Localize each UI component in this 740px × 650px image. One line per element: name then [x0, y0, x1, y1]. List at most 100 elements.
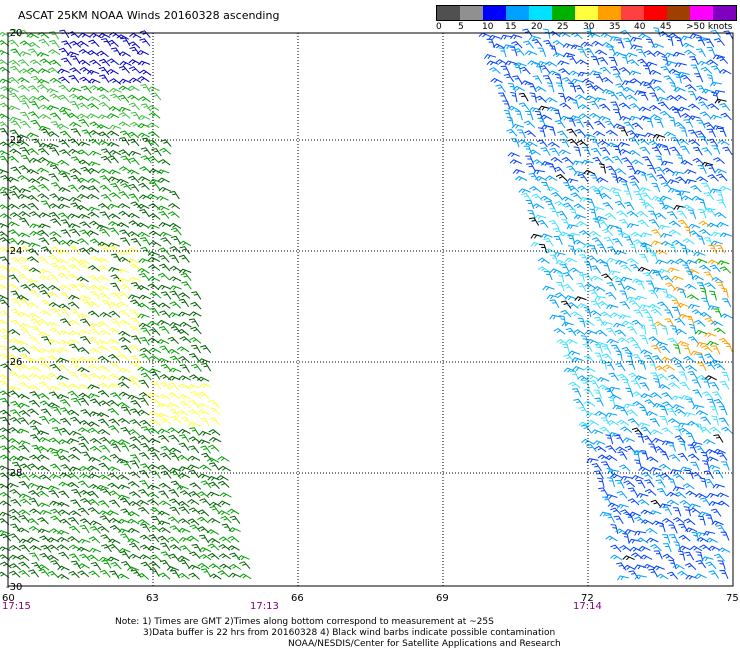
wind-barb	[37, 147, 50, 156]
wind-barb	[99, 184, 112, 192]
wind-barb	[705, 561, 717, 570]
wind-barb	[29, 230, 42, 237]
wind-barb	[699, 111, 712, 119]
wind-barb	[668, 382, 680, 389]
wind-barb	[37, 78, 50, 84]
wind-barb	[544, 61, 558, 67]
wind-barb	[167, 516, 180, 524]
wind-barb	[57, 272, 70, 280]
wind-barb	[488, 34, 501, 40]
wind-barb	[67, 339, 80, 345]
wind-barb	[691, 471, 703, 480]
wind-barb	[528, 35, 542, 41]
wind-barb	[0, 353, 12, 362]
wind-barb	[590, 174, 600, 184]
wind-barb	[158, 326, 170, 335]
wind-barb	[624, 236, 634, 246]
wind-barb	[594, 49, 608, 56]
wind-barb	[88, 275, 100, 283]
wind-barb	[566, 224, 579, 230]
wind-barb	[120, 155, 131, 164]
wind-barb	[68, 319, 81, 326]
wind-barb	[577, 48, 587, 58]
wind-barb	[8, 329, 21, 336]
wind-barb	[558, 92, 567, 103]
wind-barb	[168, 375, 181, 381]
wind-barb	[666, 499, 679, 506]
wind-barb	[17, 193, 30, 199]
wind-barb	[717, 139, 730, 146]
wind-barb	[710, 508, 722, 517]
wind-barb	[701, 345, 713, 353]
wind-barb	[169, 569, 180, 579]
wind-barb	[0, 246, 11, 254]
wind-barb	[197, 491, 210, 498]
wind-barb	[109, 570, 120, 580]
wind-barb	[660, 356, 674, 362]
wind-barb	[713, 398, 725, 407]
wind-barb	[37, 517, 49, 525]
wind-barb	[57, 68, 70, 74]
wind-barb	[506, 128, 518, 137]
wind-barb	[550, 156, 563, 164]
wind-barb	[120, 183, 132, 191]
wind-barb	[127, 131, 140, 139]
wind-barb	[640, 450, 649, 460]
wind-barb	[188, 445, 200, 454]
wind-barb	[128, 344, 141, 352]
wind-barb	[170, 415, 182, 424]
wind-barb	[617, 419, 630, 426]
wind-barb	[169, 321, 182, 327]
wind-barb	[138, 194, 152, 200]
wind-barb	[680, 244, 688, 255]
wind-barb	[662, 517, 675, 525]
wind-barb	[168, 489, 180, 498]
wind-barb	[664, 309, 674, 319]
wind-barb	[566, 302, 579, 309]
wind-barb	[118, 65, 130, 74]
wind-barb	[689, 33, 702, 39]
wind-barb	[597, 185, 610, 191]
wind-barb	[613, 123, 626, 129]
wind-barb	[573, 170, 586, 176]
wind-barb	[661, 275, 674, 283]
wind-barb	[0, 155, 9, 165]
wind-barb	[675, 176, 687, 184]
wind-barb	[97, 390, 110, 398]
wind-barb	[47, 537, 60, 543]
wind-barb	[128, 183, 140, 192]
wind-barb	[188, 353, 200, 362]
wind-barb	[179, 545, 191, 553]
wind-barb	[98, 400, 111, 407]
wind-barb	[555, 173, 568, 182]
wind-barb	[648, 443, 657, 453]
wind-barb	[0, 465, 11, 471]
wind-barb	[107, 155, 119, 164]
wind-barb	[707, 305, 720, 311]
wind-barb	[668, 220, 681, 228]
wind-barb	[696, 48, 706, 58]
wind-barb	[9, 212, 22, 219]
wind-barb	[49, 363, 61, 372]
wind-barb	[150, 507, 162, 515]
wind-barb	[518, 102, 530, 111]
wind-barb	[150, 470, 161, 479]
wind-barb	[615, 350, 623, 361]
wind-barb	[157, 510, 170, 516]
wind-barb	[50, 218, 62, 227]
wind-barb	[9, 65, 21, 74]
wind-barb	[18, 188, 31, 194]
wind-barb	[218, 465, 231, 472]
wind-barb	[529, 185, 542, 193]
wind-barb	[581, 146, 591, 156]
wind-barb	[577, 302, 590, 308]
wind-barb	[608, 386, 621, 392]
wind-barb	[570, 78, 583, 84]
wind-barb	[17, 239, 31, 245]
lon-label: 72	[581, 593, 594, 604]
wind-barb	[166, 402, 180, 408]
wind-barb	[139, 353, 151, 362]
wind-barb	[7, 141, 21, 147]
wind-barb	[589, 100, 600, 110]
wind-barb	[98, 365, 111, 373]
